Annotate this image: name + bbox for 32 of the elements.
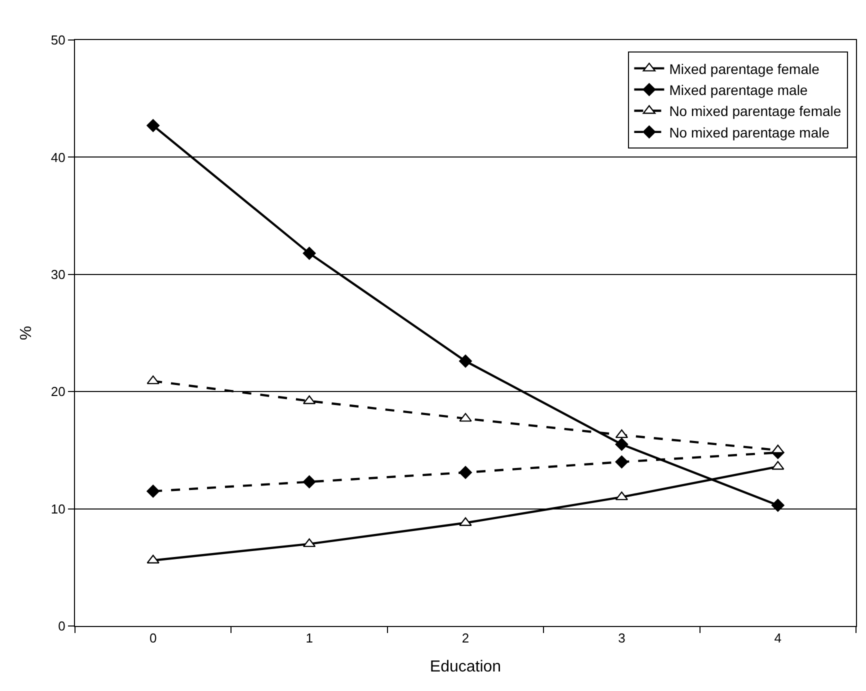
point bbox=[615, 455, 628, 468]
point bbox=[459, 354, 472, 368]
point bbox=[146, 375, 160, 384]
point bbox=[146, 119, 160, 132]
point bbox=[302, 395, 316, 404]
point bbox=[771, 498, 784, 512]
y-tick-label: 10 bbox=[50, 501, 66, 516]
point bbox=[459, 466, 472, 479]
x-tick-label: 3 bbox=[618, 630, 626, 646]
legend-label: Mixed parentage male bbox=[669, 82, 808, 98]
point bbox=[459, 412, 472, 422]
point bbox=[302, 246, 316, 260]
y-axis-title: % bbox=[18, 326, 35, 340]
point bbox=[302, 475, 316, 488]
x-tick-label: 0 bbox=[149, 630, 157, 646]
y-tick-label: 20 bbox=[50, 384, 66, 400]
y-tick-label: 30 bbox=[50, 266, 66, 282]
x-tick-label: 4 bbox=[774, 630, 782, 646]
legend-label: No mixed parentage male bbox=[669, 124, 830, 140]
point bbox=[302, 538, 316, 548]
x-tick-label: 1 bbox=[306, 630, 313, 646]
legend-label: No mixed parentage female bbox=[669, 103, 842, 120]
x-axis-title: Education bbox=[430, 658, 502, 676]
point bbox=[146, 484, 160, 498]
x-tick-label: 2 bbox=[462, 630, 470, 646]
point bbox=[615, 491, 628, 500]
point bbox=[615, 438, 628, 451]
y-tick-label: 40 bbox=[50, 150, 66, 165]
legend-label: Mixed parentage female bbox=[669, 60, 820, 77]
y-tick-label: 0 bbox=[58, 618, 66, 634]
y-tick-label: 50 bbox=[50, 32, 66, 48]
point bbox=[615, 429, 628, 438]
